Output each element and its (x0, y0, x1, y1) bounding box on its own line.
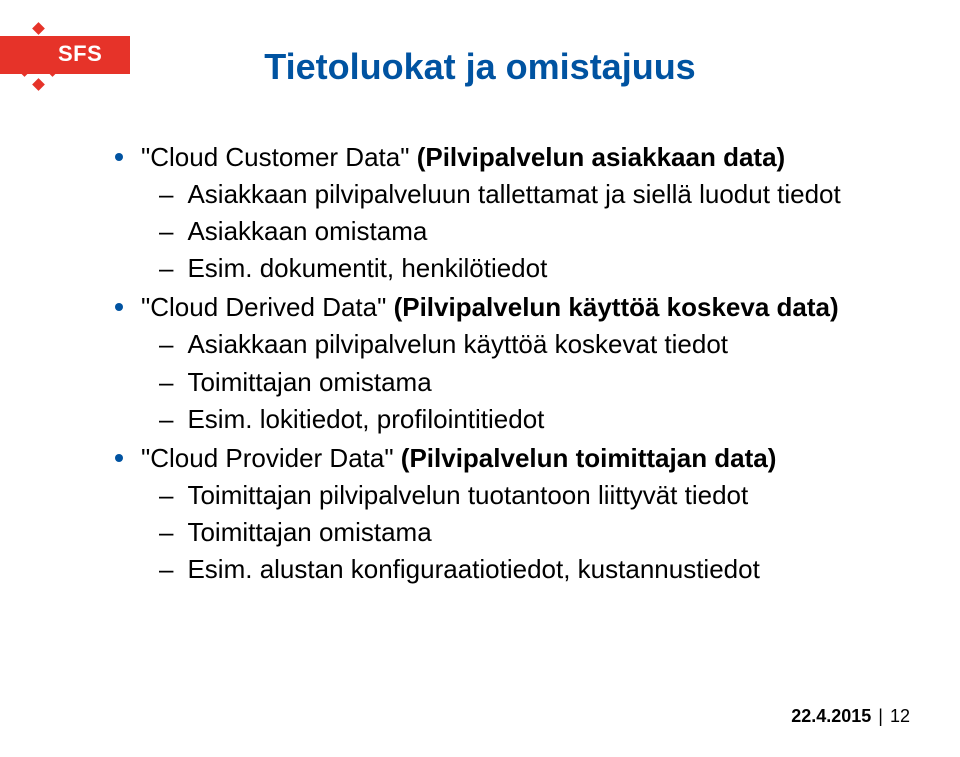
term-translation: (Pilvipalvelun toimittajan data) (401, 443, 777, 473)
bullet-dot-icon (115, 153, 123, 161)
term-quoted: "Cloud Derived Data" (141, 292, 394, 322)
bullet-item: "Cloud Customer Data" (Pilvipalvelun asi… (115, 140, 880, 286)
sub-text: Esim. alustan konfiguraatiotiedot, kusta… (187, 552, 759, 587)
bullet-dot-icon (115, 454, 123, 462)
sub-item: –Toimittajan omistama (159, 365, 880, 400)
sub-text: Toimittajan pilvipalvelun tuotantoon lii… (187, 478, 748, 513)
term-quoted: "Cloud Provider Data" (141, 443, 401, 473)
sub-text: Toimittajan omistama (187, 365, 431, 400)
bullet-text: "Cloud Derived Data" (Pilvipalvelun käyt… (141, 290, 839, 325)
bullet-item: "Cloud Derived Data" (Pilvipalvelun käyt… (115, 290, 880, 436)
dash-icon: – (159, 478, 173, 513)
bullet-item: "Cloud Provider Data" (Pilvipalvelun toi… (115, 441, 880, 587)
dash-icon: – (159, 214, 173, 249)
sub-item: –Esim. lokitiedot, profilointitiedot (159, 402, 880, 437)
slide-footer: 22.4.2015 | 12 (791, 706, 910, 727)
dash-icon: – (159, 177, 173, 212)
sub-item: –Asiakkaan pilvipalveluun tallettamat ja… (159, 177, 880, 212)
logo-diamond-icon (32, 22, 45, 35)
slide: SFS Tietoluokat ja omistajuus "Cloud Cus… (0, 0, 960, 757)
slide-content: "Cloud Customer Data" (Pilvipalvelun asi… (115, 140, 880, 591)
dash-icon: – (159, 251, 173, 286)
term-quoted: "Cloud Customer Data" (141, 142, 417, 172)
dash-icon: – (159, 402, 173, 437)
footer-sep: | (873, 706, 888, 726)
sub-text: Esim. lokitiedot, profilointitiedot (187, 402, 544, 437)
sub-text: Esim. dokumentit, henkilötiedot (187, 251, 547, 286)
bullet-text: "Cloud Customer Data" (Pilvipalvelun asi… (141, 140, 785, 175)
dash-icon: – (159, 365, 173, 400)
sub-text: Asiakkaan pilvipalveluun tallettamat ja … (187, 177, 840, 212)
term-translation: (Pilvipalvelun asiakkaan data) (417, 142, 786, 172)
sub-item: –Toimittajan omistama (159, 515, 880, 550)
sub-item: –Esim. dokumentit, henkilötiedot (159, 251, 880, 286)
sub-text: Asiakkaan pilvipalvelun käyttöä koskevat… (187, 327, 728, 362)
footer-date: 22.4.2015 (791, 706, 871, 726)
sub-text: Asiakkaan omistama (187, 214, 427, 249)
sub-item: –Asiakkaan pilvipalvelun käyttöä koskeva… (159, 327, 880, 362)
footer-page: 12 (890, 706, 910, 726)
sub-text: Toimittajan omistama (187, 515, 431, 550)
sub-item: –Toimittajan pilvipalvelun tuotantoon li… (159, 478, 880, 513)
dash-icon: – (159, 552, 173, 587)
dash-icon: – (159, 327, 173, 362)
bullet-dot-icon (115, 303, 123, 311)
term-translation: (Pilvipalvelun käyttöä koskeva data) (394, 292, 839, 322)
bullet-text: "Cloud Provider Data" (Pilvipalvelun toi… (141, 441, 776, 476)
sub-item: –Esim. alustan konfiguraatiotiedot, kust… (159, 552, 880, 587)
dash-icon: – (159, 515, 173, 550)
sub-item: –Asiakkaan omistama (159, 214, 880, 249)
slide-title: Tietoluokat ja omistajuus (0, 46, 960, 88)
